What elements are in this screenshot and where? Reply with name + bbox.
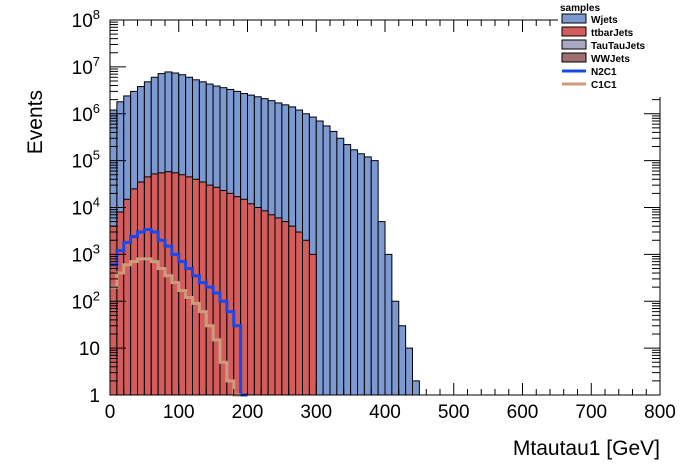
legend-swatch-wjets xyxy=(561,13,587,24)
bar-ttbarjets-22 xyxy=(260,210,269,396)
x-tick-label-3: 300 xyxy=(300,402,332,423)
signal-lines xyxy=(110,227,248,397)
bar-wjets-38 xyxy=(370,160,379,396)
bar-wjets-40 xyxy=(384,253,393,396)
bar-ttbarjets-21 xyxy=(253,207,262,396)
legend-entries: Wjets ttbarJets TauTauJets WWJets N2C1 C1C1 xyxy=(561,13,646,91)
bar-ttbarjets-3 xyxy=(130,188,139,396)
bar-ttbarjets-24 xyxy=(274,217,283,396)
legend-label-wjets: Wjets xyxy=(591,15,618,26)
bar-ttbarjets-6 xyxy=(150,173,159,396)
y-tick-label-7: 107 xyxy=(72,54,100,79)
bar-ttbarjets-26 xyxy=(288,225,297,396)
bar-ttbarjets-7 xyxy=(157,172,166,396)
bar-wjets-36 xyxy=(357,153,365,396)
bar-wjets-44 xyxy=(412,380,420,396)
bar-ttbarjets-29 xyxy=(308,253,317,396)
y-tick-label-5: 105 xyxy=(72,148,100,173)
bar-ttbarjets-23 xyxy=(267,214,276,396)
y-tick-label-0: 1 xyxy=(89,386,100,407)
line-n2c1 xyxy=(110,227,248,397)
legend-label-ttbarjets: ttbarJets xyxy=(591,28,634,39)
x-tick-label-4: 400 xyxy=(369,402,401,423)
y-tick-label-1: 10 xyxy=(79,339,100,360)
bar-ttbarjets-2 xyxy=(123,198,132,396)
bar-wjets-34 xyxy=(343,144,352,396)
legend-swatch-tautaujets xyxy=(561,39,587,50)
bar-ttbarjets-27 xyxy=(295,231,304,396)
bar-ttbarjets-12 xyxy=(192,178,200,396)
x-tick-label-6: 600 xyxy=(507,402,539,423)
legend: samples Wjets ttbarJets TauTauJets WWJets N2… xyxy=(558,2,666,97)
bar-wjets-43 xyxy=(405,347,414,396)
legend-label-n2c1: N2C1 xyxy=(591,67,617,78)
bar-ttbarjets-28 xyxy=(302,239,310,396)
x-tick-label-2: 200 xyxy=(232,402,264,423)
line-c1c1 xyxy=(110,257,241,397)
plot-frame: 0 100 200 300 400 500 600 700 800 1 10 102 103 104 10… xyxy=(72,7,676,423)
x-tick-label-1: 100 xyxy=(163,402,195,423)
bar-wjets-30 xyxy=(315,120,324,396)
legend-label-c1c1: C1C1 xyxy=(591,80,617,91)
y-tick-label-8: 108 xyxy=(72,7,100,32)
bar-wjets-35 xyxy=(350,149,359,396)
legend-label-tautaujets: TauTauJets xyxy=(591,41,646,52)
legend-title: samples xyxy=(560,3,600,14)
y-axis: 1 10 102 103 104 105 106 107 108 xyxy=(72,7,660,407)
y-axis-title: Events xyxy=(24,90,47,154)
legend-swatch-ttbarjets xyxy=(561,26,587,37)
legend-label-wwjets: WWJets xyxy=(591,54,630,65)
y-tick-label-2: 102 xyxy=(72,288,100,313)
bar-wjets-37 xyxy=(363,156,372,396)
bar-wjets-31 xyxy=(322,125,331,396)
x-axis-title: Mtautau1 [GeV] xyxy=(513,437,660,460)
bar-ttbarjets-5 xyxy=(143,176,152,396)
y-tick-label-4: 104 xyxy=(72,195,100,220)
bar-ttbarjets-25 xyxy=(281,221,290,396)
y-tick-label-3: 103 xyxy=(72,241,100,266)
bar-wjets-32 xyxy=(329,130,338,396)
bar-wjets-42 xyxy=(398,325,407,396)
x-tick-label-0: 0 xyxy=(105,402,116,423)
bar-wjets-33 xyxy=(336,137,345,396)
x-tick-label-5: 500 xyxy=(438,402,470,423)
x-axis: 0 100 200 300 400 500 600 700 800 xyxy=(105,20,676,423)
bar-ttbarjets-4 xyxy=(137,181,145,396)
bar-wjets-39 xyxy=(377,221,386,396)
legend-swatch-wwjets xyxy=(561,52,587,63)
y-tick-label-6: 106 xyxy=(72,101,100,126)
bar-ttbarjets-20 xyxy=(247,203,255,396)
histogram-bars xyxy=(109,71,420,396)
bar-wjets-41 xyxy=(391,300,400,396)
bar-ttbarjets-11 xyxy=(185,176,194,396)
x-tick-label-7: 700 xyxy=(575,402,607,423)
x-tick-label-8: 800 xyxy=(644,402,676,423)
